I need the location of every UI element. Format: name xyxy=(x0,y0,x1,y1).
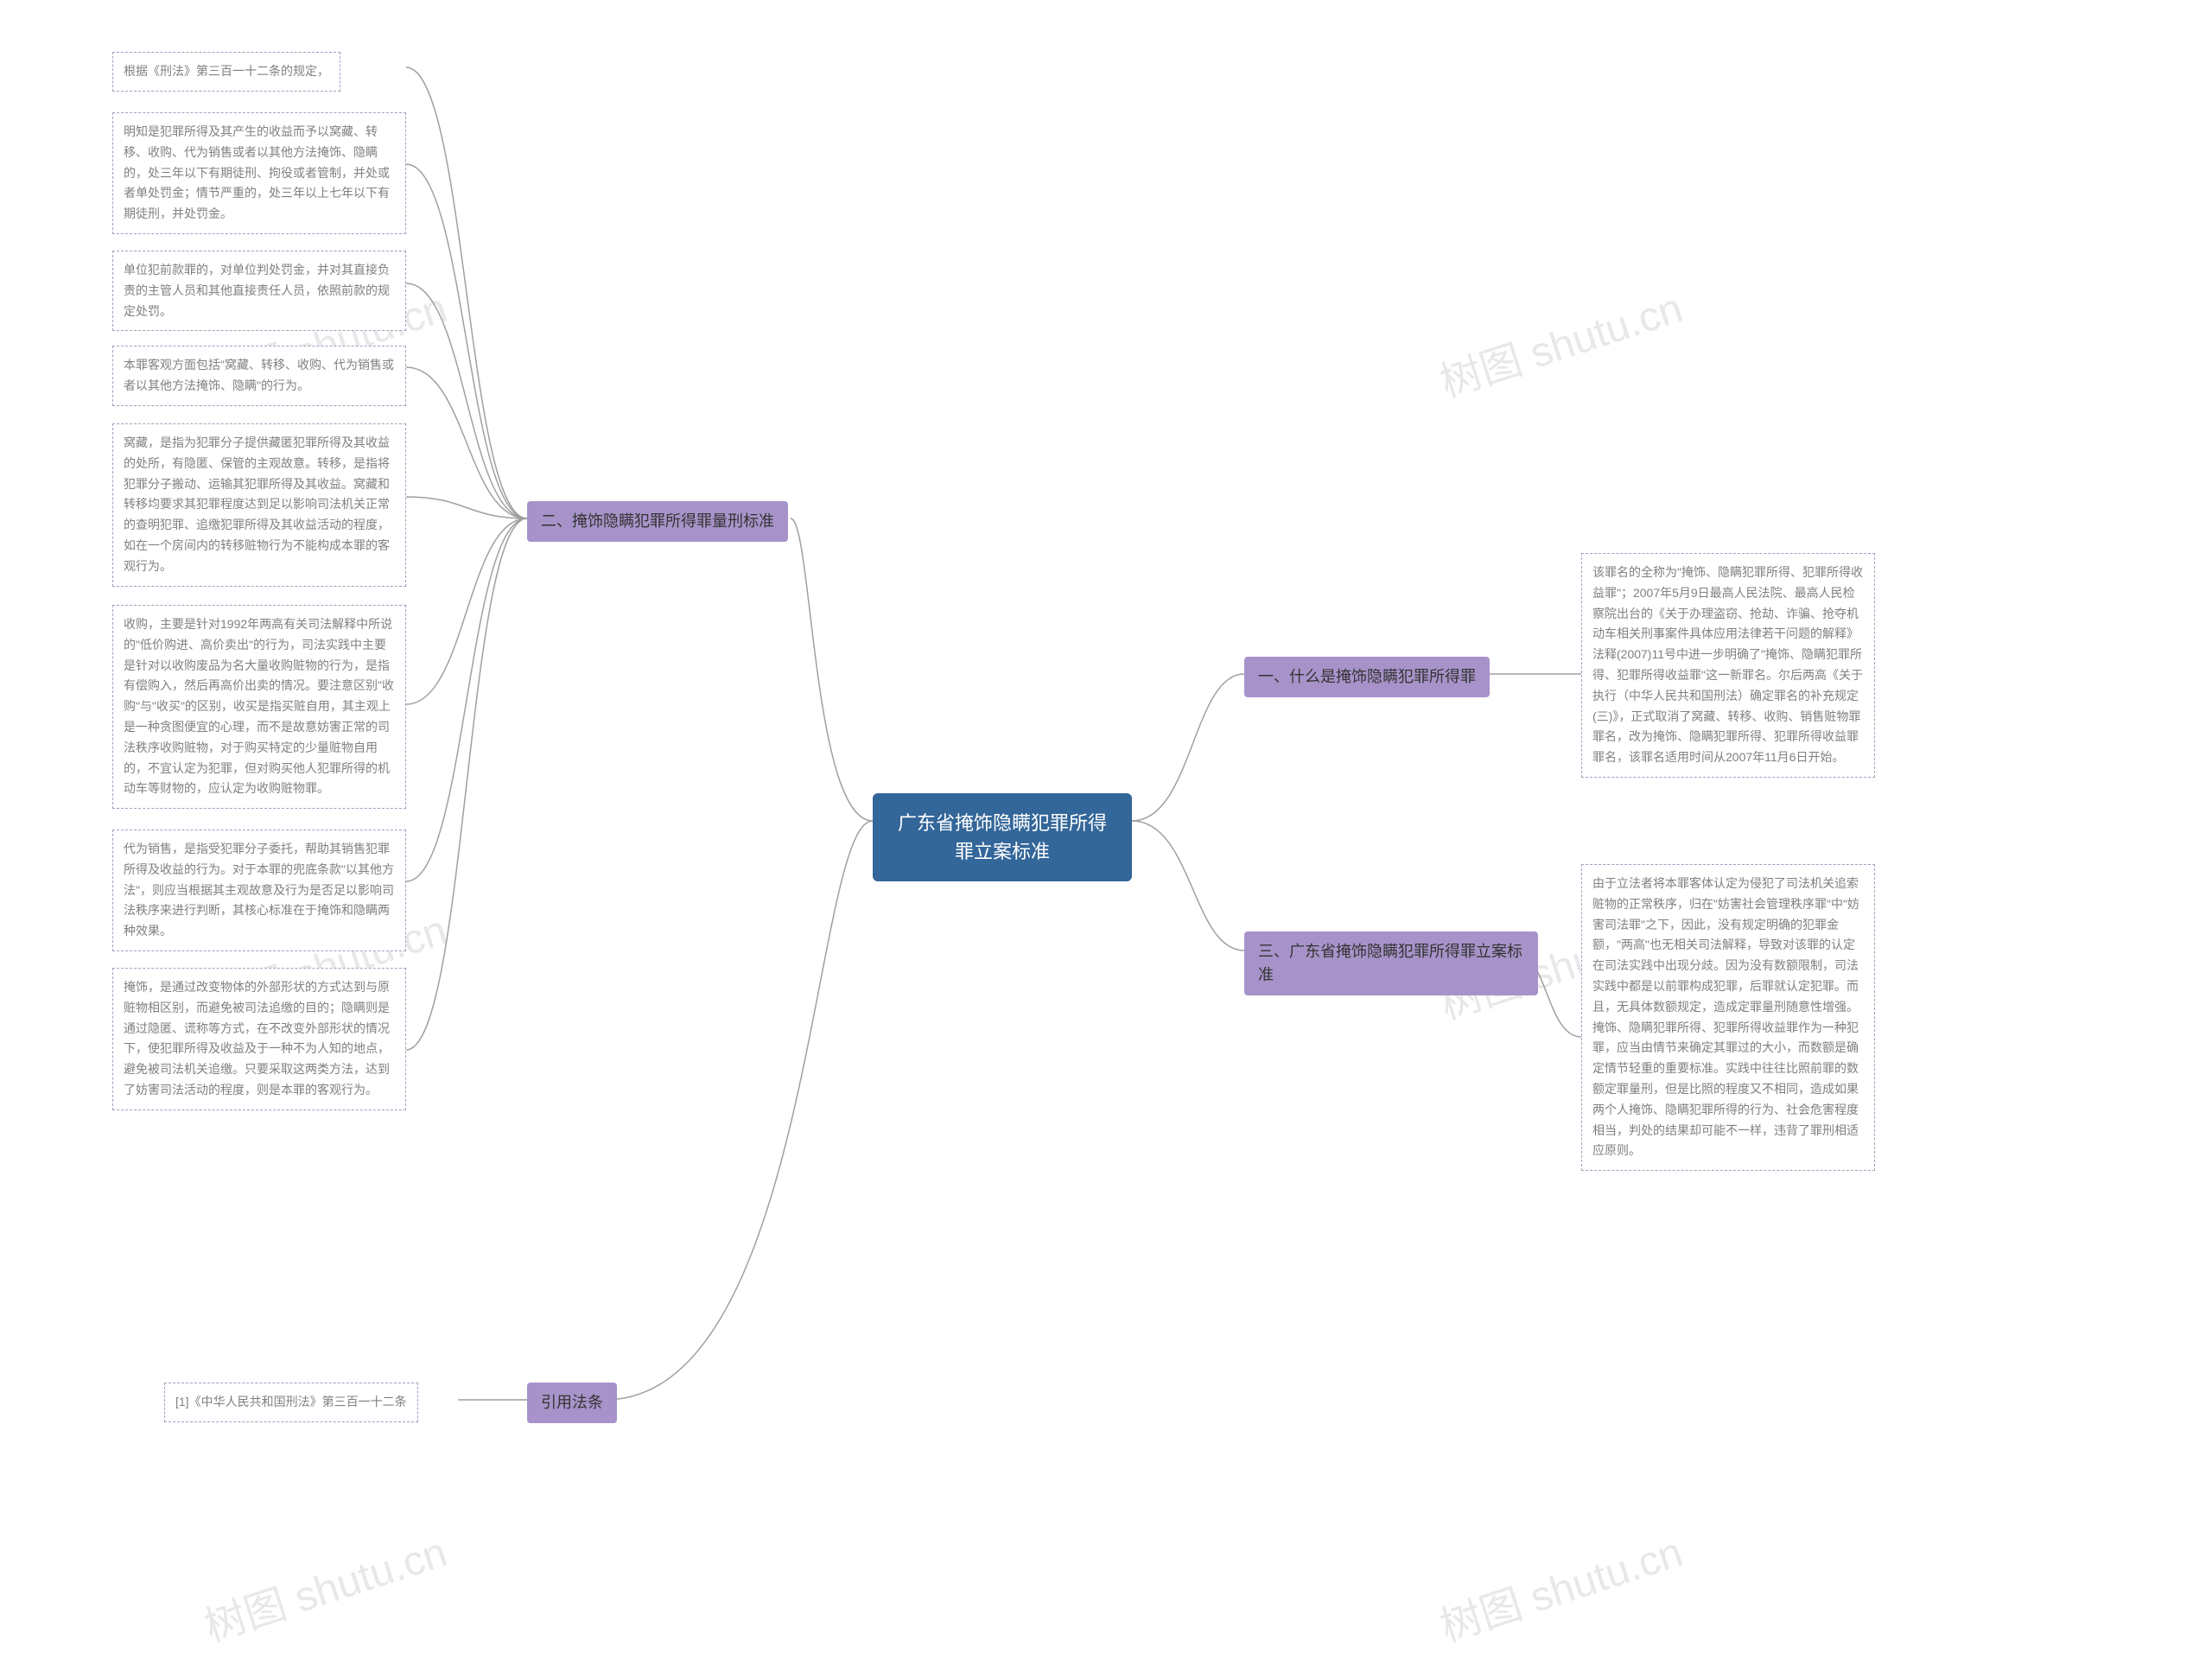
watermark: 树图 shutu.cn xyxy=(1431,274,1688,409)
branch-left2: 引用法条 xyxy=(527,1383,617,1423)
branch-left1: 二、掩饰隐瞒犯罪所得罪量刑标准 xyxy=(527,501,788,542)
branch-right2: 三、广东省掩饰隐瞒犯罪所得罪立案标准 xyxy=(1244,931,1538,995)
leaf-left1-2: 单位犯前款罪的，对单位判处罚金，并对其直接负责的主管人员和其他直接责任人员，依照… xyxy=(112,251,406,331)
leaf-right2-0: 由于立法者将本罪客体认定为侵犯了司法机关追索赃物的正常秩序，归在"妨害社会管理秩… xyxy=(1581,864,1875,1171)
watermark: 树图 shutu.cn xyxy=(1431,1518,1688,1653)
leaf-left1-6: 代为销售，是指受犯罪分子委托，帮助其销售犯罪所得及收益的行为。对于本罪的兜底条款… xyxy=(112,830,406,951)
leaf-right1-0: 该罪名的全称为"掩饰、隐瞒犯罪所得、犯罪所得收益罪"；2007年5月9日最高人民… xyxy=(1581,553,1875,778)
leaf-left1-1: 明知是犯罪所得及其产生的收益而予以窝藏、转移、收购、代为销售或者以其他方法掩饰、… xyxy=(112,112,406,234)
leaf-left1-7: 掩饰，是通过改变物体的外部形状的方式达到与原赃物相区别，而避免被司法追缴的目的；… xyxy=(112,968,406,1110)
leaf-left2-0: [1]《中华人民共和国刑法》第三百一十二条 xyxy=(164,1383,418,1422)
leaf-left1-3: 本罪客观方面包括"窝藏、转移、收购、代为销售或者以其他方法掩饰、隐瞒"的行为。 xyxy=(112,346,406,406)
watermark: 树图 shutu.cn xyxy=(195,1518,453,1653)
center-node: 广东省掩饰隐瞒犯罪所得罪立案标准 xyxy=(873,793,1132,881)
leaf-left1-5: 收购，主要是针对1992年两高有关司法解释中所说的"低价购进、高价卖出"的行为，… xyxy=(112,605,406,809)
branch-right1: 一、什么是掩饰隐瞒犯罪所得罪 xyxy=(1244,657,1490,697)
leaf-left1-0: 根据《刑法》第三百一十二条的规定， xyxy=(112,52,340,92)
leaf-left1-4: 窝藏，是指为犯罪分子提供藏匿犯罪所得及其收益的处所，有隐匿、保管的主观故意。转移… xyxy=(112,423,406,587)
